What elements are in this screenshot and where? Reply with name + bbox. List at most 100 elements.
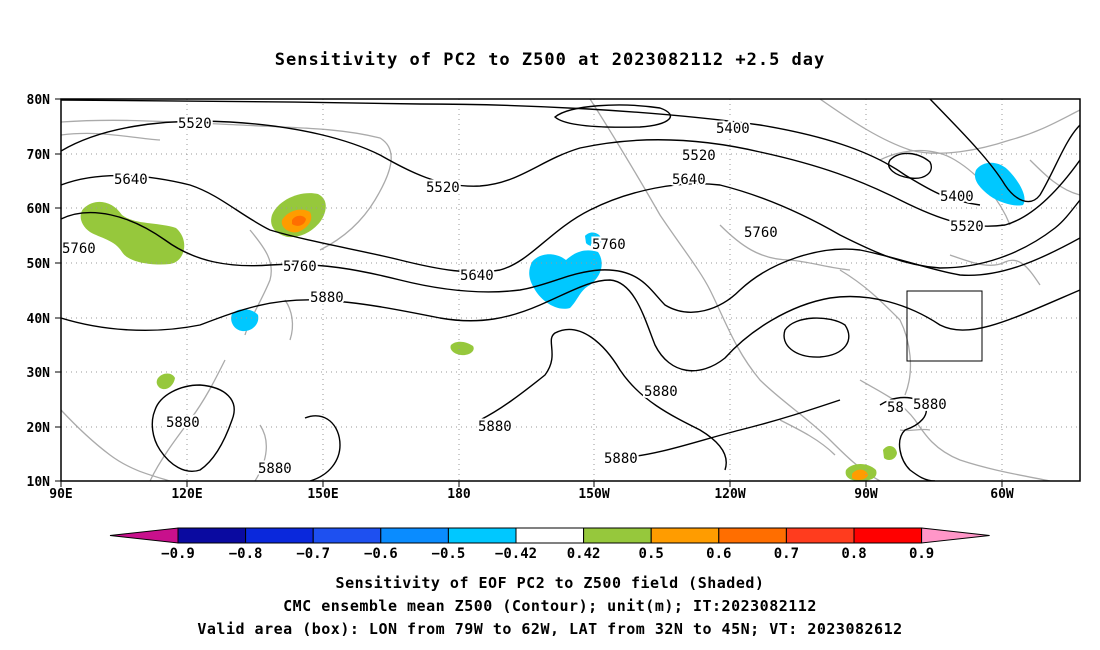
colorbar-swatch <box>583 527 652 544</box>
contour-label: 5880 <box>913 397 947 413</box>
colorbar-swatch <box>177 527 247 544</box>
longitude-labels: 90E 120E 150E 180 150W 120W 90W 60W <box>49 487 1014 502</box>
contour-label: 5520 <box>682 148 716 164</box>
contour-5520 <box>61 120 1080 227</box>
contour-5880-atlantic <box>879 396 936 481</box>
contour-label: 5880 <box>310 290 344 306</box>
contour-5880-south-east <box>619 399 841 459</box>
contour-label: 5880 <box>166 415 200 431</box>
lon-label: 120E <box>171 487 202 502</box>
colorbar-tick-label: 0.7 <box>774 546 799 562</box>
colorbar-tick-label: 0.5 <box>639 546 664 562</box>
footer-caption-contour: CMC ensemble mean Z500 (Contour); unit(m… <box>283 597 817 615</box>
lat-label: 40N <box>27 312 51 327</box>
map-title: Sensitivity of PC2 to Z500 at 2023082112… <box>274 50 826 70</box>
colorbar-swatch <box>853 527 923 544</box>
shaded-regions <box>80 162 1025 481</box>
shade-orange-central-america <box>852 469 868 480</box>
contour-5880-subtropics-west <box>151 384 235 472</box>
lon-label: 150E <box>307 487 338 502</box>
shade-positive-subtropics-west <box>156 373 175 390</box>
colorbar-tick-label: 0.42 <box>567 546 601 562</box>
contour-label: 5640 <box>672 172 706 188</box>
footer-caption-valid-area: Valid area (box): LON from 79W to 62W, L… <box>197 620 903 638</box>
lon-label: 90E <box>49 487 72 502</box>
colorbar-swatch <box>718 527 787 544</box>
z500-contours <box>61 99 1080 481</box>
lat-label: 30N <box>27 366 51 381</box>
colorbar-swatch <box>245 527 314 544</box>
lat-label: 80N <box>27 93 51 108</box>
axis-ticks <box>55 98 1003 487</box>
contour-label: 5520 <box>426 180 460 196</box>
lon-label: 150W <box>578 487 609 502</box>
contour-label: 5520 <box>950 219 984 235</box>
colorbar-swatch <box>312 527 382 544</box>
shade-negative-gulf-alaska <box>529 250 602 309</box>
lat-label: 10N <box>27 475 51 490</box>
contour-label: 5760 <box>283 259 317 275</box>
contour-label: 5760 <box>592 237 626 253</box>
contour-label: 5400 <box>716 121 750 137</box>
contour-5400-north <box>61 99 981 206</box>
colorbar-tick-label: 0.9 <box>909 546 934 562</box>
contour-5880-east-pacific <box>479 328 727 471</box>
lon-label: 180 <box>447 487 471 502</box>
colorbar-tick-label: −0.6 <box>364 546 398 562</box>
colorbar-swatch <box>785 527 855 544</box>
colorbar-tick-label: −0.9 <box>161 546 195 562</box>
contour-5880-north-pacific <box>61 279 1080 372</box>
lat-label: 60N <box>27 202 51 217</box>
contour-5880-south <box>304 415 341 481</box>
colorbar-arrow-low <box>109 527 179 544</box>
contour-label: 5760 <box>744 225 778 241</box>
valid-area-box <box>906 290 983 362</box>
contour-label: 5760 <box>62 241 96 257</box>
shade-red-kamchatka <box>292 215 306 226</box>
latitude-labels: 80N 70N 60N 50N 40N 30N 20N 10N <box>27 93 51 490</box>
colorbar-arrow-high <box>921 527 990 544</box>
contour-5400-greenland-loop <box>929 99 1080 203</box>
contour-label: 58 <box>887 400 904 416</box>
lon-label: 90W <box>854 487 878 502</box>
colorbar-swatch <box>380 527 449 544</box>
colorbar-tick-label: −0.7 <box>296 546 330 562</box>
shade-positive-siberia <box>80 201 185 265</box>
colorbar: −0.9 −0.8 −0.7 −0.6 −0.5 −0.42 0.42 0.5 0.6 0.7 0.… <box>109 527 990 562</box>
colorbar-tick-label: 0.6 <box>706 546 731 562</box>
contour-labels: 5640 5520 5760 5760 5880 5520 5640 5760 … <box>61 114 986 479</box>
lat-label: 50N <box>27 257 51 272</box>
contour-5880-closed-high <box>783 317 850 358</box>
contour-label: 5880 <box>604 451 638 467</box>
contour-closed-high-north <box>553 104 672 128</box>
contour-label: 5640 <box>460 268 494 284</box>
lon-label: 120W <box>714 487 745 502</box>
colorbar-swatch <box>515 527 585 544</box>
lat-label: 20N <box>27 421 51 436</box>
shade-positive-caribbean <box>883 446 897 461</box>
contour-label: 5880 <box>258 461 292 477</box>
contour-label: 5880 <box>478 419 512 435</box>
shade-positive-central-pacific <box>450 341 474 356</box>
colorbar-tick-label: −0.42 <box>495 546 537 562</box>
contour-label: 5880 <box>644 384 678 400</box>
colorbar-swatch <box>650 527 720 544</box>
contour-5760 <box>61 212 1080 313</box>
footer-caption-shaded: Sensitivity of EOF PC2 to Z500 field (Sh… <box>335 574 765 592</box>
colorbar-swatch <box>447 527 517 544</box>
shade-negative-greenland <box>974 162 1025 206</box>
colorbar-tick-label: −0.5 <box>432 546 466 562</box>
contour-label: 5400 <box>940 189 974 205</box>
shade-negative-japan <box>231 309 259 332</box>
lon-label: 60W <box>990 487 1014 502</box>
contour-label: 5520 <box>178 116 212 132</box>
coastlines <box>61 99 1080 481</box>
contour-5400-closed-low <box>888 152 932 179</box>
contour-5640 <box>61 174 1080 273</box>
colorbar-tick-label: −0.8 <box>229 546 263 562</box>
colorbar-tick-label: 0.8 <box>841 546 866 562</box>
contour-label: 5640 <box>114 172 148 188</box>
plot-frame <box>60 98 1081 482</box>
lat-label: 70N <box>27 148 51 163</box>
